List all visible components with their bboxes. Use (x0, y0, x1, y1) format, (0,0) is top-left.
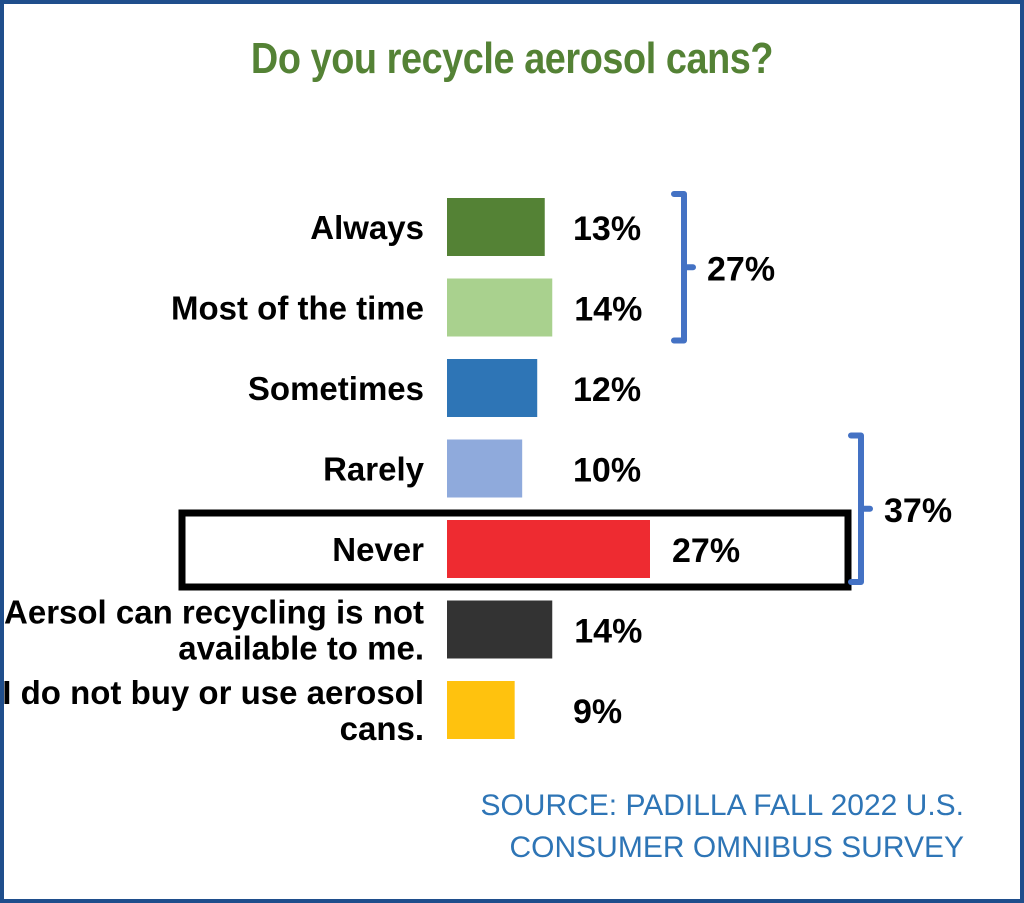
highlight-box (178, 509, 852, 591)
category-label-7-line-1: I do not buy or use aerosol (2, 674, 424, 711)
category-label-5: Never (332, 531, 424, 568)
bar-6 (447, 600, 553, 659)
bar-1 (447, 198, 545, 256)
source-line-1: SOURCE: PADILLA FALL 2022 U.S. (480, 789, 964, 822)
value-label-7: 9% (573, 693, 622, 731)
bar-3 (447, 359, 538, 417)
value-label-1: 13% (573, 210, 641, 248)
source-note: SOURCE: PADILLA FALL 2022 U.S. CONSUMER … (480, 785, 964, 869)
category-label-6-line-1: Aersol can recycling is not (4, 594, 424, 631)
category-label-6-line-2: available to me. (178, 630, 424, 667)
chart-title: Do you recycle aerosol cans? (250, 34, 774, 83)
source-line-2: CONSUMER OMNIBUS SURVEY (509, 831, 964, 864)
category-label-7-line-2: cans. (340, 710, 424, 747)
bar-7 (447, 681, 515, 739)
category-label-3: Sometimes (248, 370, 424, 407)
value-label-6: 14% (574, 613, 642, 651)
group-label-1: 27% (707, 250, 775, 288)
value-label-4: 10% (573, 452, 641, 490)
value-label-2: 14% (574, 291, 642, 329)
category-label-1: Always (310, 209, 424, 246)
bar-5 (447, 520, 650, 578)
group-bracket-1 (671, 191, 696, 344)
category-label-4: Rarely (323, 451, 425, 488)
group-label-2: 37% (884, 492, 952, 530)
bar-4 (447, 439, 523, 498)
value-label-3: 12% (573, 371, 641, 409)
group-bracket-2 (848, 432, 873, 585)
bar-2 (447, 278, 553, 337)
category-label-2: Most of the time (171, 290, 424, 327)
value-label-5: 27% (672, 532, 740, 570)
